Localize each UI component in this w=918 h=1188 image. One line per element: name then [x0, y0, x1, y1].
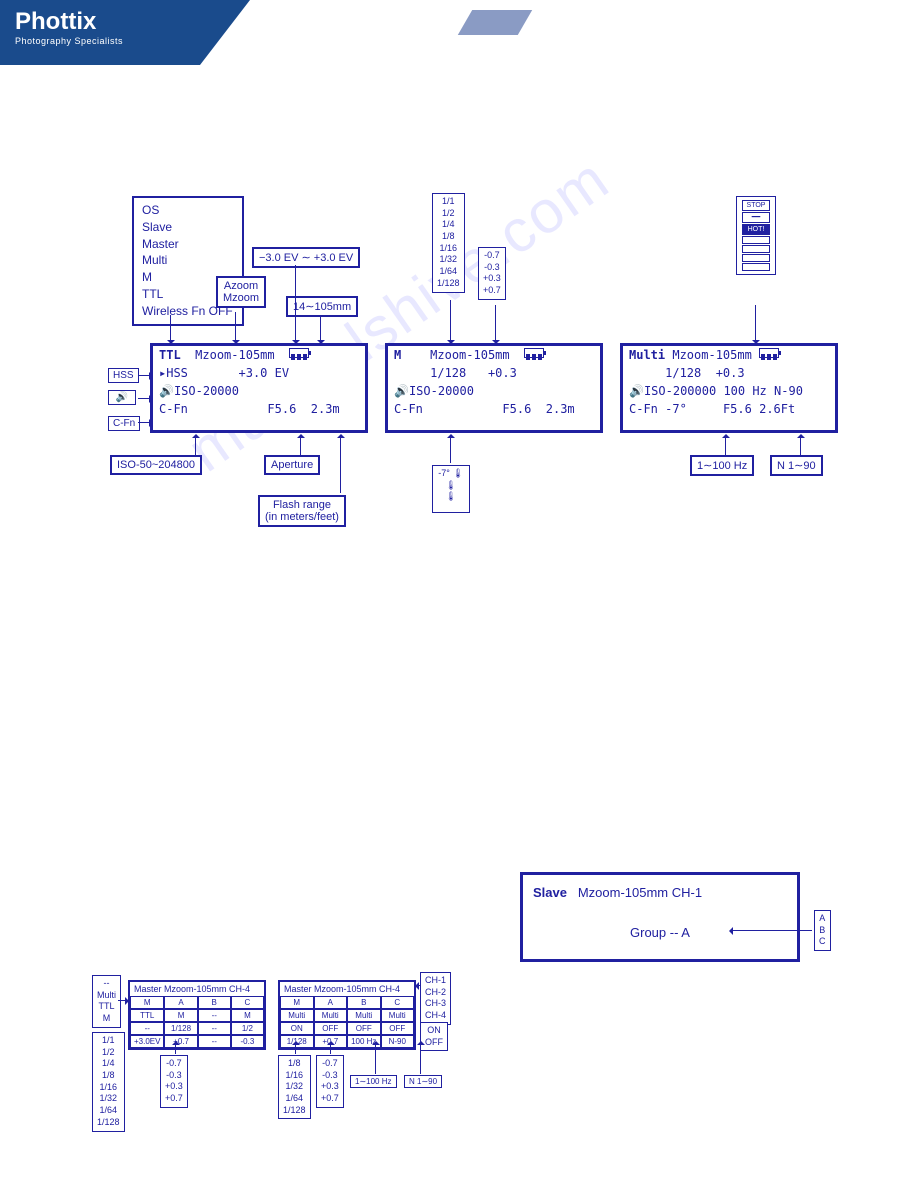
arrow	[195, 435, 196, 455]
zoom-modes-label: Azoom Mzoom	[216, 276, 266, 308]
ttl-lcd: TTL Mzoom-105mm ▸HSS +3.0 EV 🔊 ISO-20000…	[150, 343, 368, 433]
arrow	[416, 985, 420, 986]
n-annotation: N 1∼90	[404, 1075, 442, 1088]
menu-item: Master	[142, 236, 234, 253]
arrow	[235, 312, 236, 343]
master-mode-list: --MultiTTLM	[92, 975, 121, 1028]
arrow	[320, 315, 321, 343]
zoom-range-label: 14∼105mm	[286, 296, 358, 317]
arrow	[170, 315, 171, 343]
arrow	[175, 1042, 176, 1054]
battery-icon	[524, 348, 544, 358]
arrow	[340, 435, 341, 493]
header-accent	[458, 10, 532, 35]
brand-tagline: Photography Specialists	[15, 36, 185, 46]
arrow	[755, 305, 756, 343]
aperture-label: Aperture	[264, 455, 320, 475]
arrow	[118, 1000, 128, 1001]
slave-lcd: Slave Mzoom-105mm CH-1 Group -- A	[520, 872, 800, 962]
sound-icon: 🔊	[108, 390, 136, 405]
menu-item: Slave	[142, 219, 234, 236]
arrow	[295, 265, 296, 343]
master-adj-list: -0.7-0.3+0.3+0.7	[160, 1055, 188, 1108]
arrow	[138, 375, 152, 376]
master-adj-list2: -0.7-0.3+0.3+0.7	[316, 1055, 344, 1108]
arrow	[330, 1042, 331, 1054]
menu-item: Multi	[142, 252, 234, 269]
arrow	[800, 435, 801, 455]
arrow	[295, 1042, 296, 1054]
arrow	[420, 1042, 421, 1074]
master-power-list: 1/11/21/41/8 1/161/321/641/128	[92, 1032, 125, 1132]
hz-range-label: 1∼100 Hz	[690, 455, 754, 476]
m-lcd: M Mzoom-105mm 1/128 +0.3 🔊 ISO-20000 C-F…	[385, 343, 603, 433]
master-lcd-1: Master Mzoom-105mm CH-4 MABC TTLM--M --1…	[128, 980, 266, 1050]
iso-range-label: ISO-50~204800	[110, 455, 202, 475]
multi-lcd: Multi Mzoom-105mm 1/128 +0.3 🔊 ISO-20000…	[620, 343, 838, 433]
temp-list: -7° 🌡🌡🌡	[432, 465, 470, 513]
adj-list: -0.7-0.3+0.3+0.7	[478, 247, 506, 300]
status-icons: STOP ━━ HOT!	[736, 196, 776, 275]
hz-annotation: 1∼100 Hz	[350, 1075, 397, 1088]
brand-name: Phottix	[15, 8, 185, 36]
cfn-label: C-Fn	[108, 416, 140, 431]
power-list: 1/11/21/41/8 1/161/321/641/128	[432, 193, 465, 293]
n-range-label: N 1∼90	[770, 455, 823, 476]
arrow	[300, 435, 301, 455]
ev-range-label: −3.0 EV ∼ +3.0 EV	[252, 247, 360, 268]
flash-range-label: Flash range (in meters/feet)	[258, 495, 346, 527]
header-triangle	[200, 0, 250, 65]
arrow	[725, 435, 726, 455]
battery-icon	[289, 348, 309, 358]
arrow	[495, 305, 496, 343]
arrow	[375, 1042, 376, 1074]
arrow	[138, 422, 152, 423]
arrow	[450, 435, 451, 463]
master-power-list3: 1/81/161/321/641/128	[278, 1055, 311, 1119]
arrow	[138, 398, 152, 399]
header-banner: Phottix Photography Specialists	[0, 0, 200, 65]
arrow	[450, 300, 451, 343]
ch-list: CH-1CH-2CH-3CH-4	[420, 972, 451, 1025]
hss-label: HSS	[108, 368, 139, 383]
menu-item: OS	[142, 202, 234, 219]
group-list: ABC	[814, 910, 831, 951]
battery-icon	[759, 348, 779, 358]
arrow	[730, 930, 812, 931]
